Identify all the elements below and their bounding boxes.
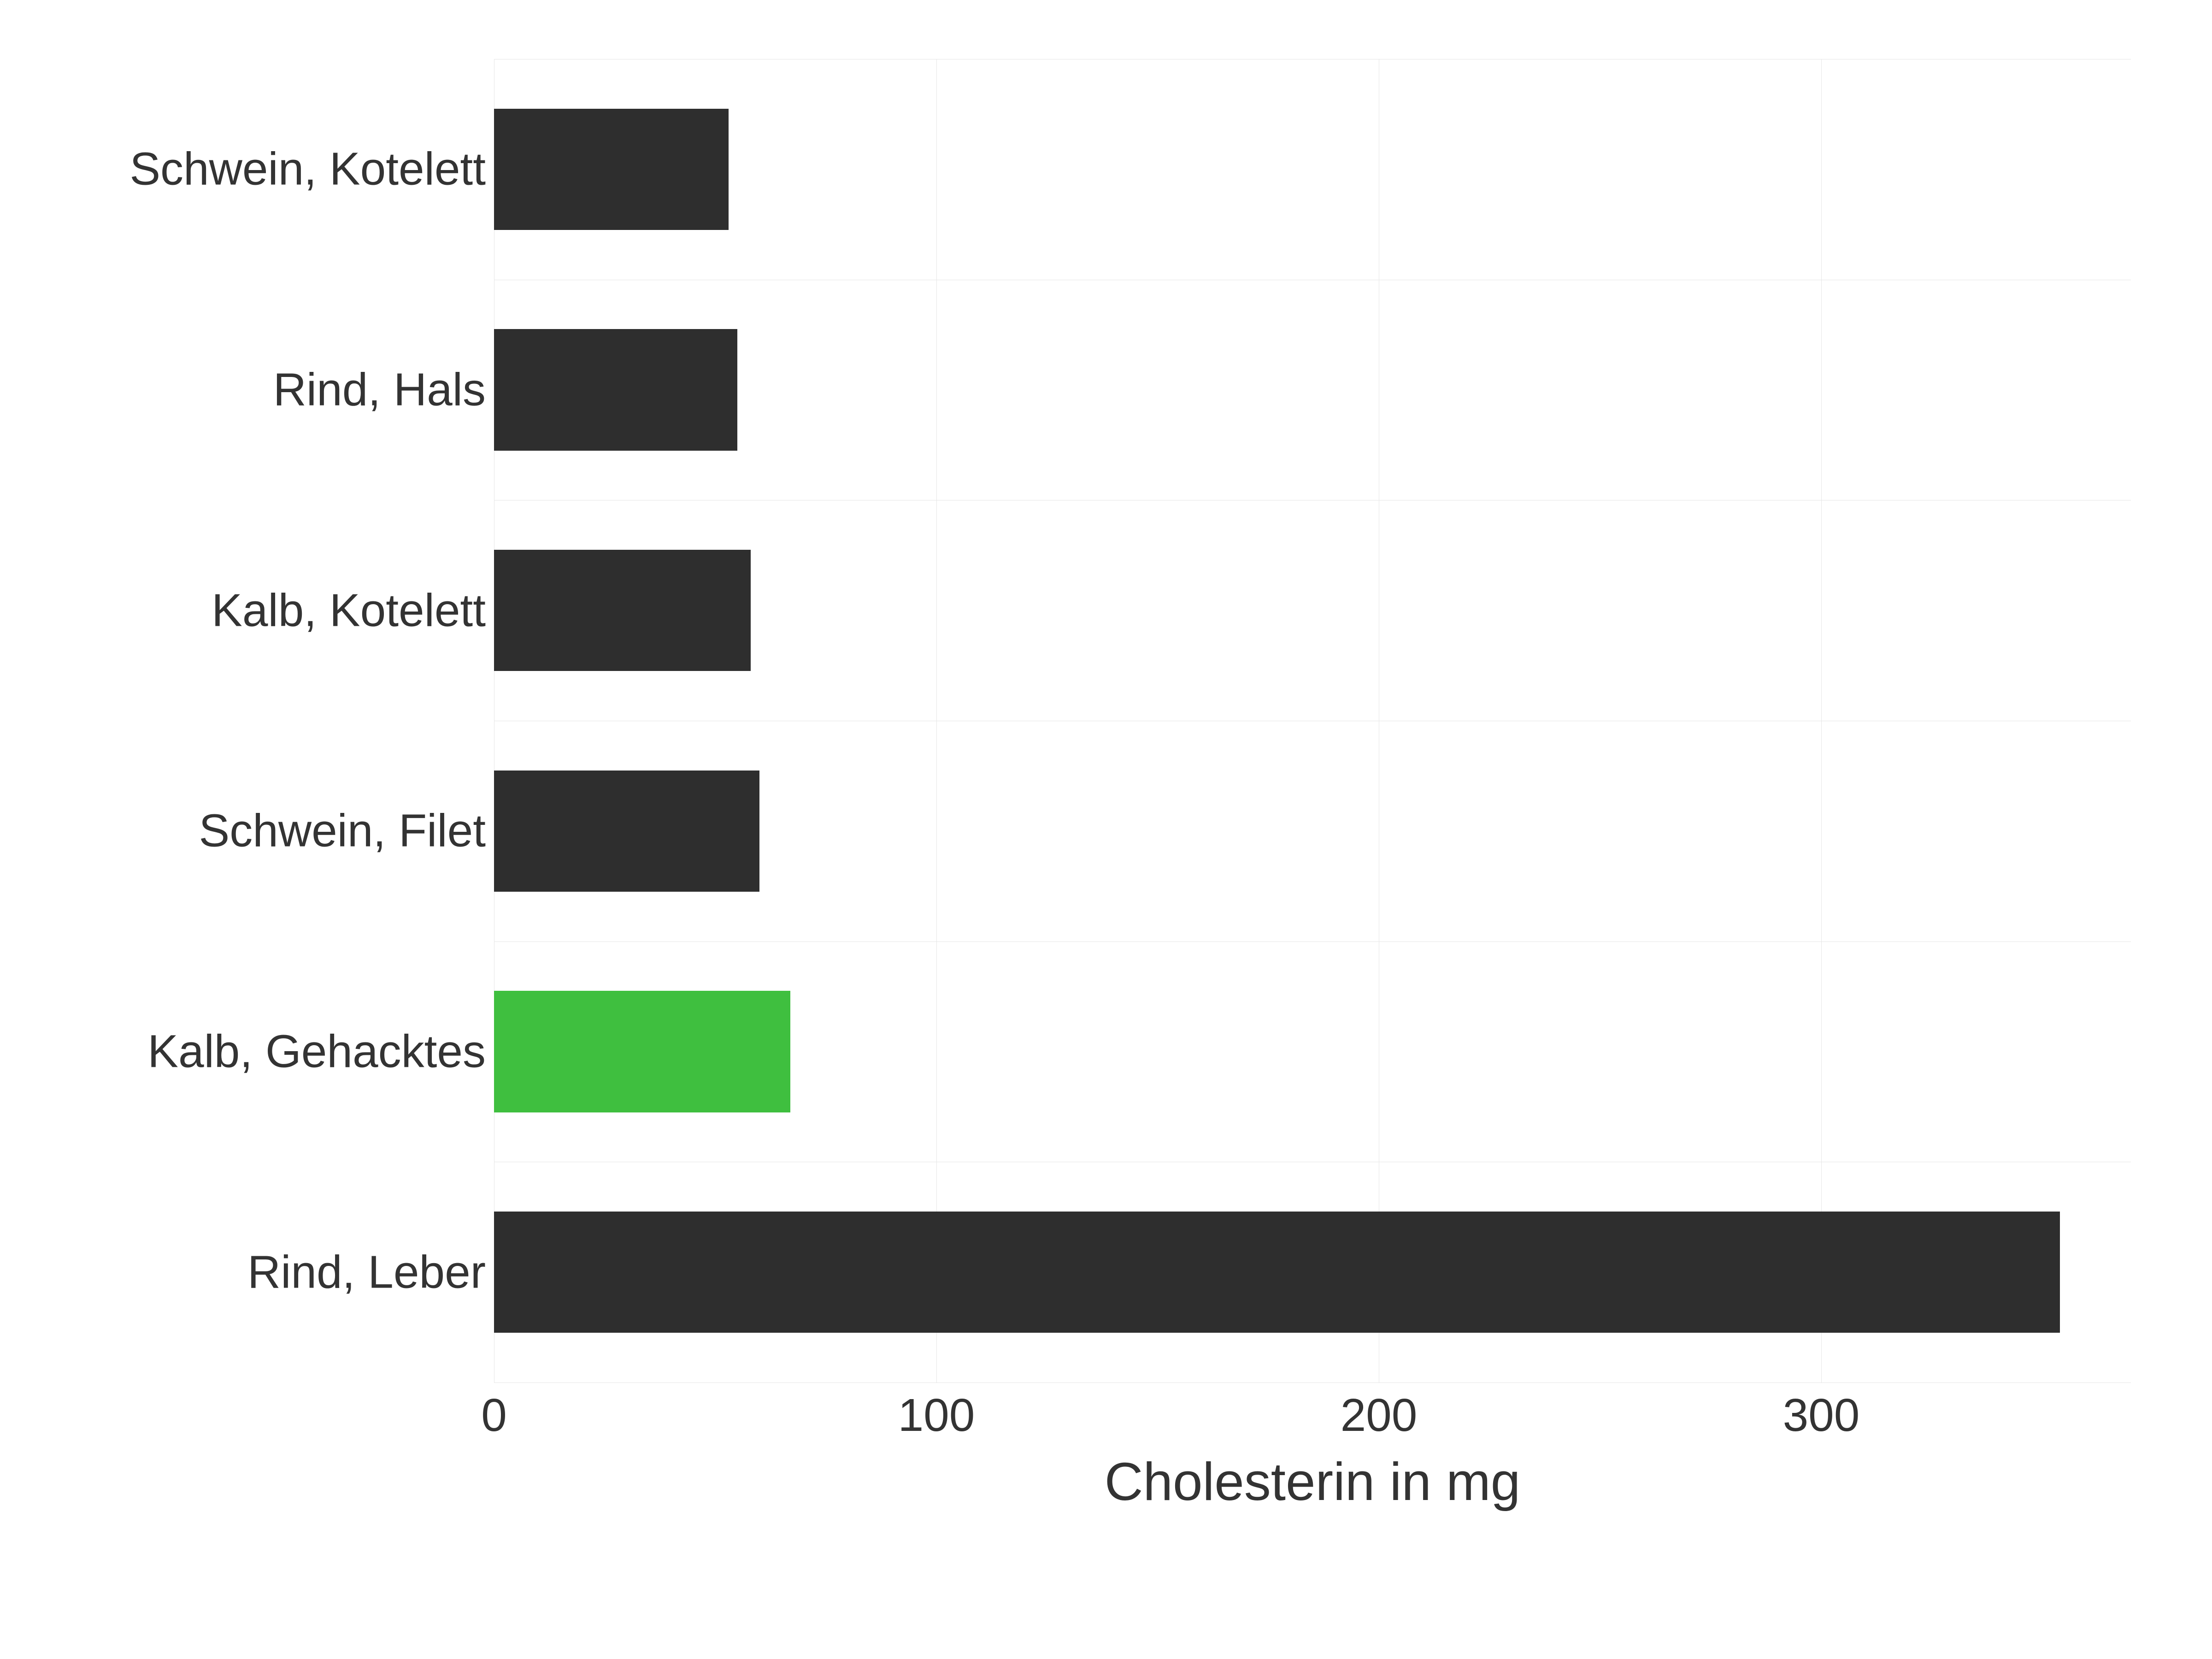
x-axis-tick: 0 [481,1382,507,1442]
bar [494,109,729,230]
y-axis-label: Kalb, Kotelett [212,584,494,637]
x-axis-tick: 200 [1341,1382,1418,1442]
x-axis-title: Cholesterin in mg [1105,1451,1521,1512]
y-axis-label: Kalb, Gehacktes [147,1025,494,1078]
bar [494,771,759,892]
y-axis-label: Schwein, Filet [199,805,494,858]
chart-container: Schwein, Kotelett Rind, Hals Kalb, Kotelet… [0,0,2212,1659]
y-axis-label: Rind, Hals [273,364,494,417]
plot-area: Schwein, KotelettRind, HalsKalb, Kotelet… [494,59,2131,1382]
bar [494,550,751,671]
x-axis-tick: 100 [898,1382,975,1442]
gridline-horizontal [494,1382,2131,1383]
x-axis-tick: 300 [1783,1382,1860,1442]
y-axis-label: Rind, Leber [247,1246,494,1299]
y-axis-label: Schwein, Kotelett [129,143,494,196]
bar [494,329,737,450]
bar [494,991,790,1112]
bar [494,1212,2060,1333]
gridline-horizontal [494,941,2131,942]
